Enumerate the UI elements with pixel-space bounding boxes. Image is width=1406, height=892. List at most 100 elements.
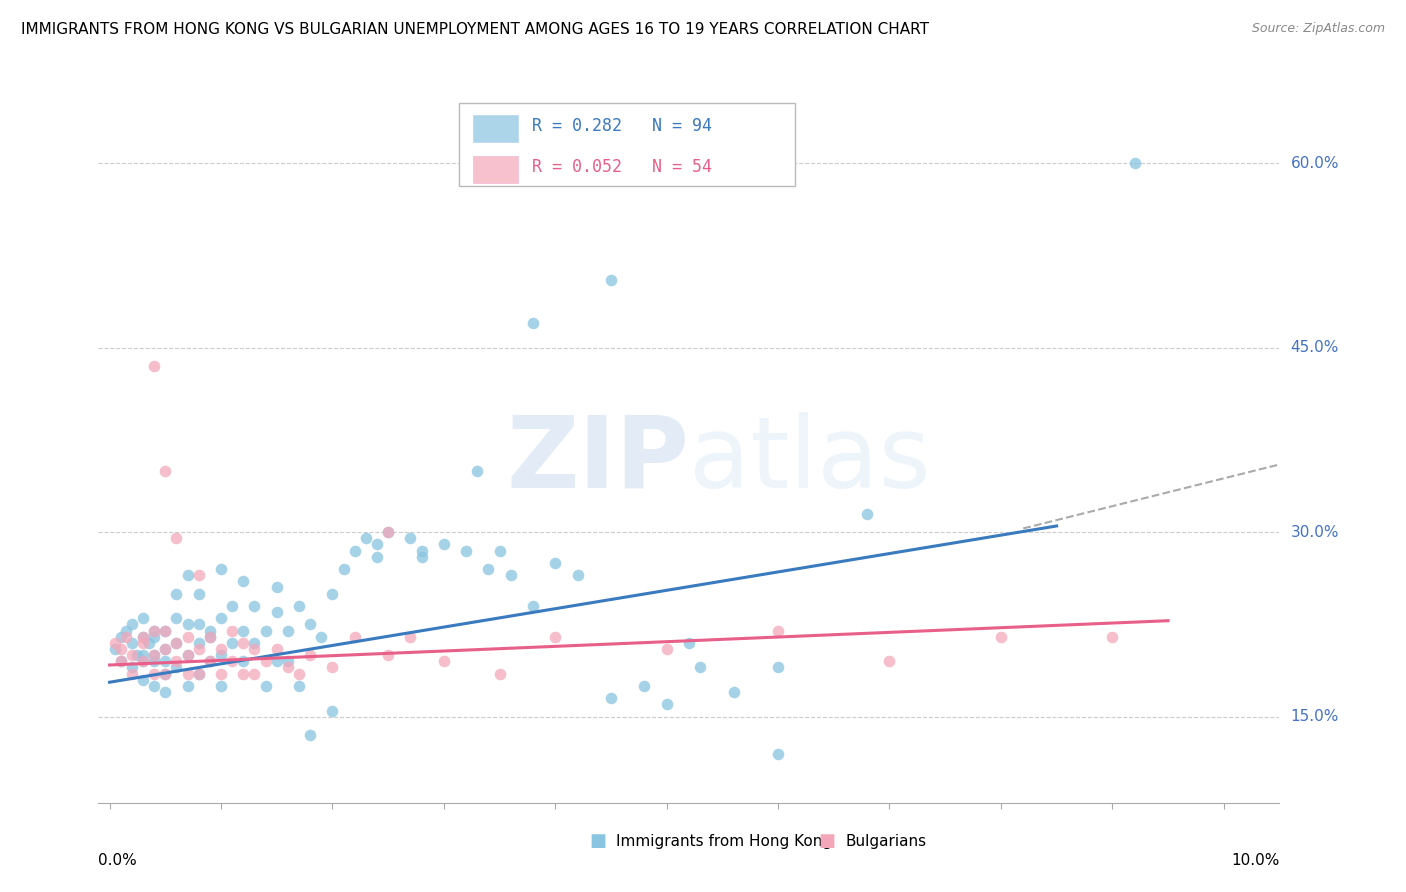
Point xyxy=(366,549,388,564)
Point xyxy=(321,704,343,718)
Point xyxy=(198,630,221,644)
Point xyxy=(176,648,198,662)
Point xyxy=(155,654,177,668)
Text: ■: ■ xyxy=(818,832,835,850)
Point xyxy=(299,617,322,632)
Point xyxy=(165,654,187,668)
Point xyxy=(411,549,433,564)
Point xyxy=(155,642,177,657)
Point xyxy=(209,666,232,681)
Point xyxy=(309,630,332,644)
Point xyxy=(165,636,187,650)
Point xyxy=(1123,156,1146,170)
Text: ZIP: ZIP xyxy=(506,412,689,508)
Point xyxy=(633,679,655,693)
Point xyxy=(110,642,132,657)
Point xyxy=(155,624,177,638)
Point xyxy=(277,624,299,638)
Point xyxy=(132,630,155,644)
Point xyxy=(187,617,209,632)
Text: 45.0%: 45.0% xyxy=(1291,340,1339,355)
Point xyxy=(143,359,166,373)
Point xyxy=(110,654,132,668)
Point xyxy=(377,525,399,540)
Point xyxy=(209,679,232,693)
Point xyxy=(176,630,198,644)
Point xyxy=(132,636,155,650)
Text: 30.0%: 30.0% xyxy=(1291,524,1339,540)
Point xyxy=(254,654,277,668)
Point xyxy=(221,654,243,668)
Text: 0.0%: 0.0% xyxy=(98,853,138,868)
Point xyxy=(254,624,277,638)
Point xyxy=(232,574,254,589)
Point xyxy=(132,630,155,644)
Point xyxy=(243,599,266,613)
Point xyxy=(198,654,221,668)
Point xyxy=(456,543,478,558)
Point xyxy=(143,648,166,662)
Point xyxy=(723,685,745,699)
Point xyxy=(155,624,177,638)
Point xyxy=(121,666,143,681)
Point xyxy=(132,654,155,668)
Point xyxy=(600,691,623,706)
Point xyxy=(332,562,354,576)
Point xyxy=(343,543,366,558)
Text: Bulgarians: Bulgarians xyxy=(845,834,927,848)
Point xyxy=(110,654,132,668)
Point xyxy=(155,666,177,681)
Point xyxy=(766,624,789,638)
Point xyxy=(143,630,166,644)
Point xyxy=(132,654,155,668)
Point xyxy=(143,654,166,668)
Point xyxy=(277,654,299,668)
Text: Immigrants from Hong Kong: Immigrants from Hong Kong xyxy=(616,834,832,848)
Point xyxy=(143,624,166,638)
Point xyxy=(176,679,198,693)
Point xyxy=(121,617,143,632)
Text: IMMIGRANTS FROM HONG KONG VS BULGARIAN UNEMPLOYMENT AMONG AGES 16 TO 19 YEARS CO: IMMIGRANTS FROM HONG KONG VS BULGARIAN U… xyxy=(21,22,929,37)
Point xyxy=(354,531,377,545)
Point xyxy=(856,507,879,521)
Point xyxy=(243,666,266,681)
Point xyxy=(143,624,166,638)
Text: Source: ZipAtlas.com: Source: ZipAtlas.com xyxy=(1251,22,1385,36)
Point xyxy=(155,464,177,478)
Point xyxy=(209,611,232,625)
Point xyxy=(277,660,299,674)
Point xyxy=(522,316,544,330)
Point xyxy=(232,666,254,681)
Point xyxy=(155,666,177,681)
Point xyxy=(433,537,456,551)
Point xyxy=(655,698,678,712)
Point xyxy=(143,679,166,693)
Point xyxy=(221,636,243,650)
Point xyxy=(288,666,311,681)
Point xyxy=(104,642,127,657)
Point xyxy=(243,642,266,657)
Point xyxy=(176,617,198,632)
Point xyxy=(522,599,544,613)
Point xyxy=(209,648,232,662)
Point xyxy=(544,556,567,570)
Point xyxy=(127,648,149,662)
Point xyxy=(399,630,422,644)
Point xyxy=(165,611,187,625)
Point xyxy=(766,660,789,674)
Point xyxy=(155,685,177,699)
Point xyxy=(165,587,187,601)
Point xyxy=(187,666,209,681)
Point xyxy=(266,654,288,668)
Point xyxy=(254,679,277,693)
Point xyxy=(879,654,901,668)
Point xyxy=(165,660,187,674)
Point xyxy=(143,648,166,662)
Point xyxy=(1101,630,1123,644)
Point xyxy=(138,636,160,650)
Point xyxy=(266,581,288,595)
Point xyxy=(343,630,366,644)
Point xyxy=(132,673,155,687)
Point xyxy=(232,636,254,650)
Point xyxy=(433,654,456,668)
